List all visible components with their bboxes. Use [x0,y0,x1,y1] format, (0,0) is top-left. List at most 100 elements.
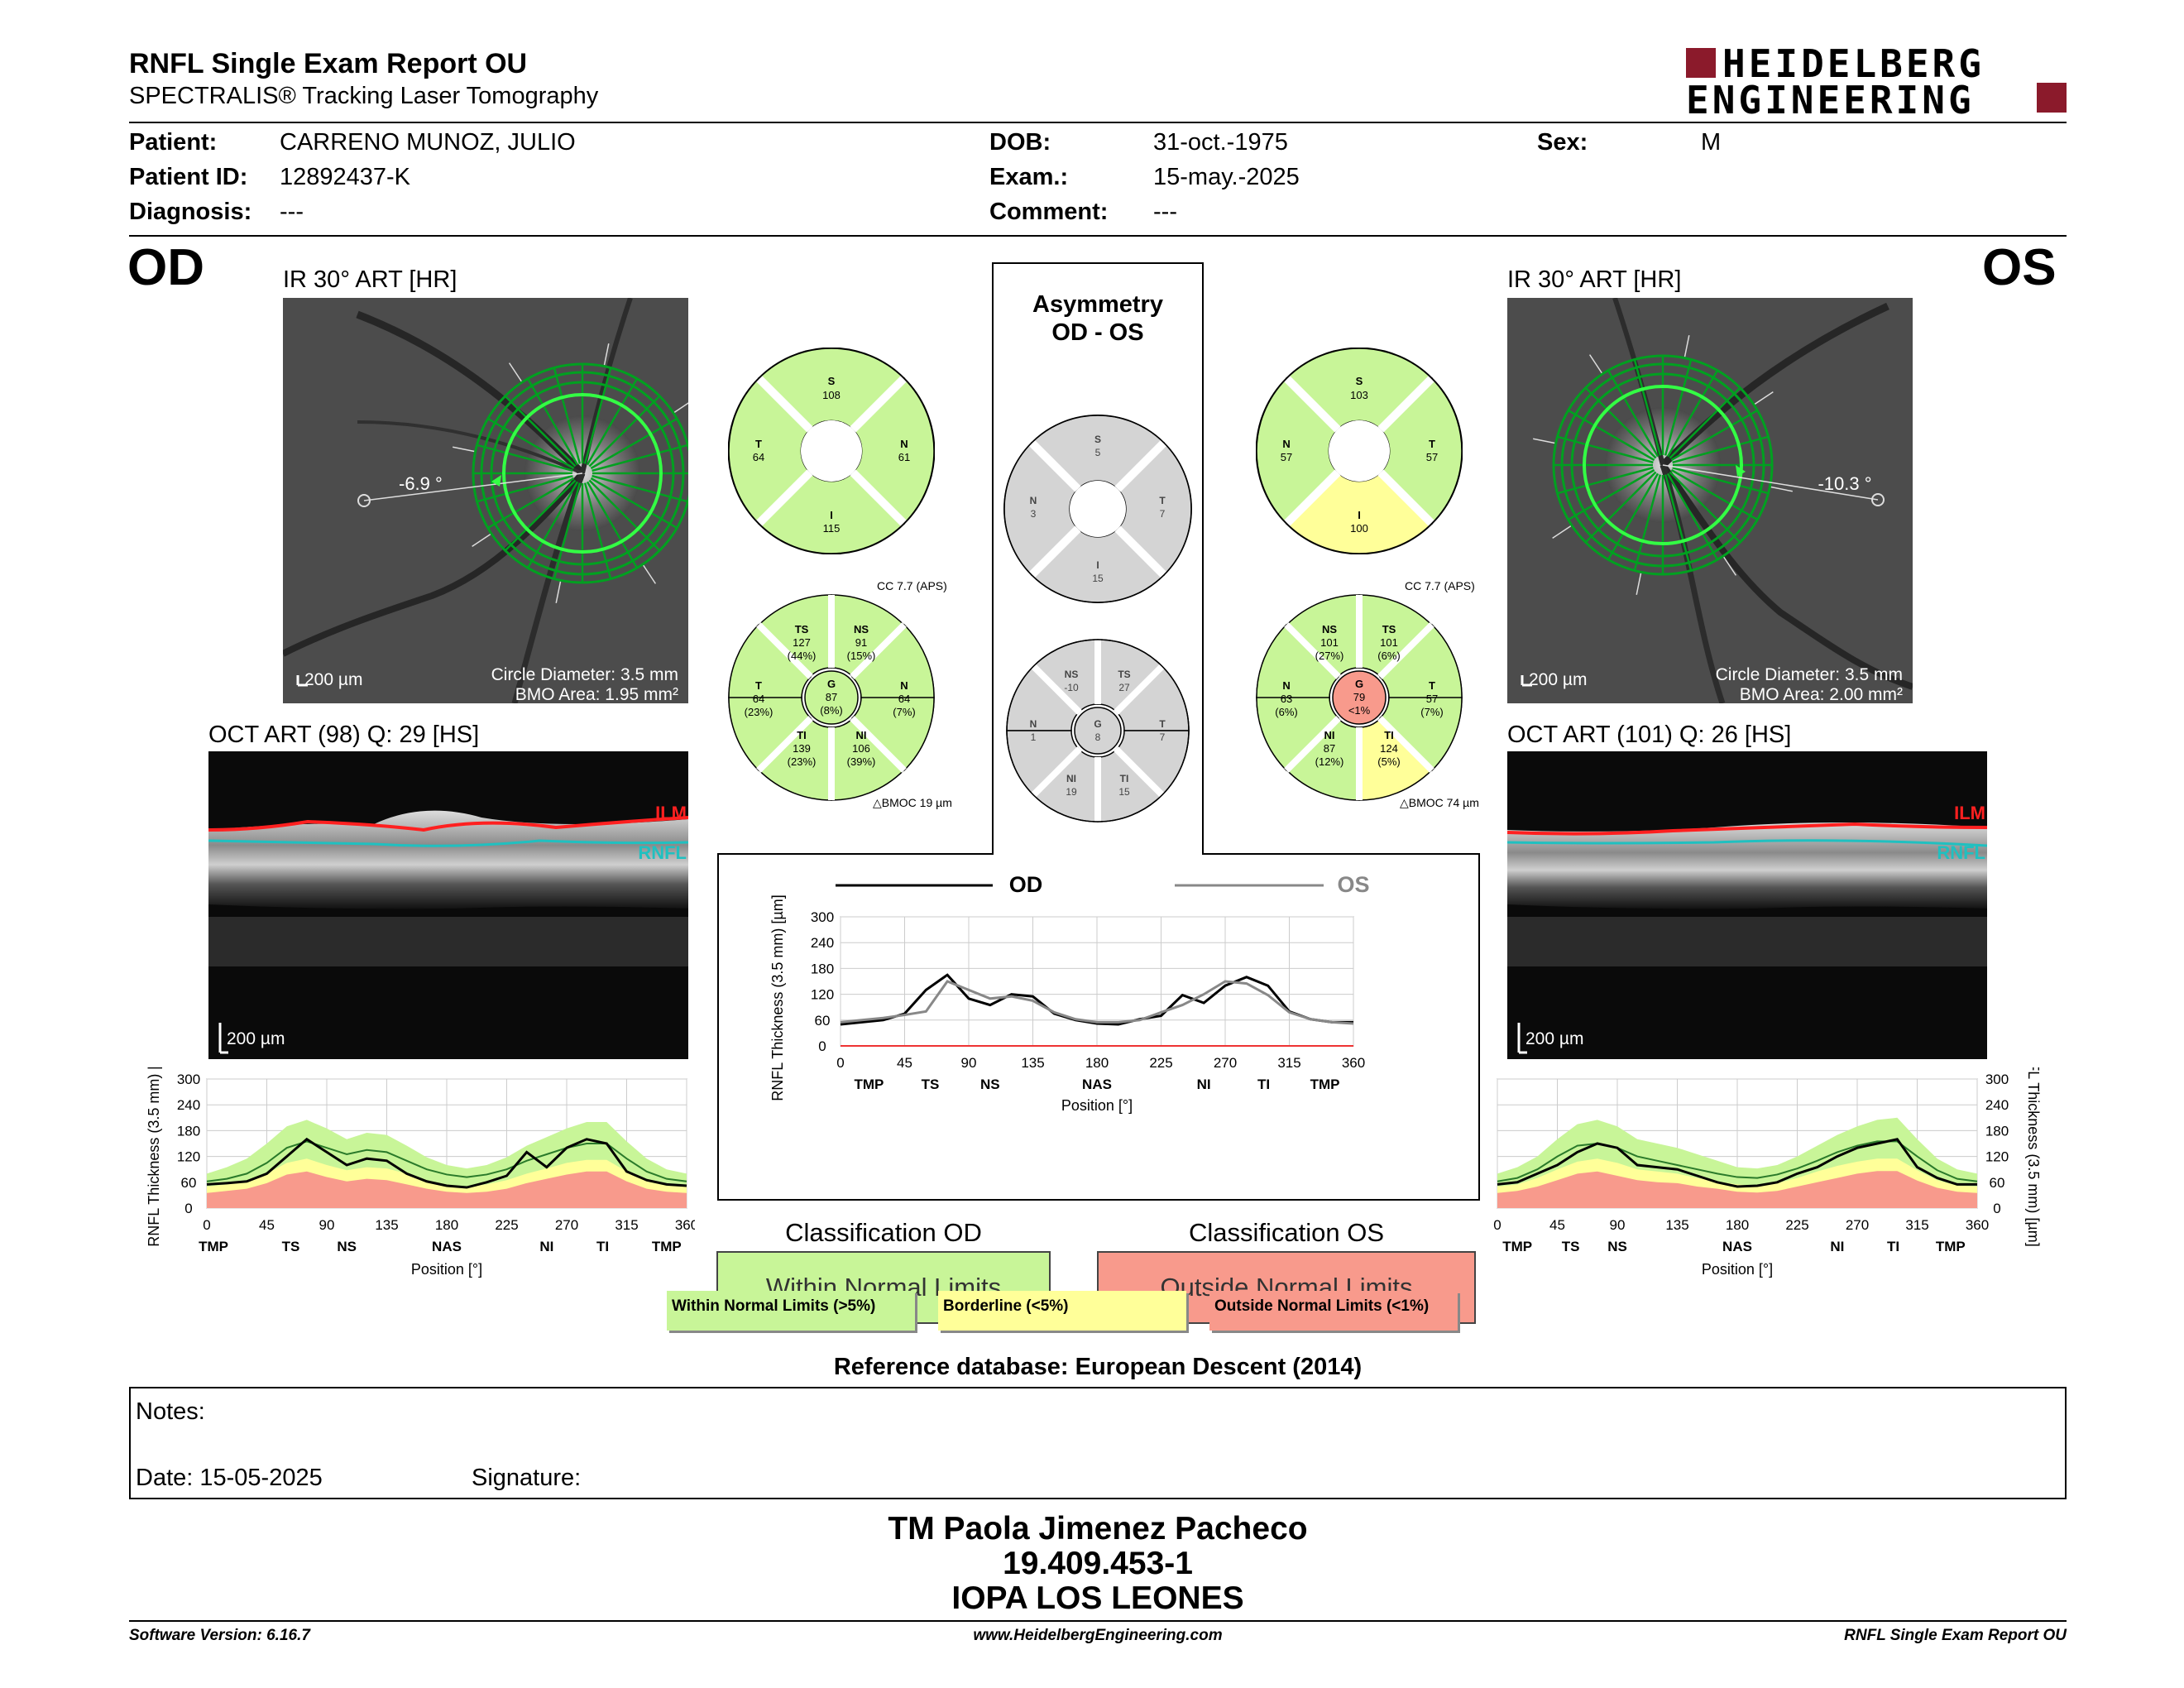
scan-tick-line [1770,486,1793,492]
y-tick-label: 180 [811,961,834,976]
od-g-value: 87 [826,691,837,703]
asym-quad-i-label: I [1096,559,1099,571]
os-ilm-label: ILM [1954,803,1985,823]
radial-scan-line [588,479,661,552]
od-sector-t [728,623,812,772]
x-tick-label: 0 [1493,1217,1501,1233]
radial-scan-line [1607,370,1660,458]
od-t-label: T [755,679,762,692]
x-tick-label: 270 [1846,1217,1869,1233]
od-orientation-arrow [491,475,501,487]
sex-label: Sex: [1537,129,1588,156]
od-ti-value: 139 [793,742,811,755]
os-quadrant-chart: S 103 N 57 T 57 I 100 [1256,348,1463,554]
os-choroid [1507,917,1987,966]
radial-scan-line [1584,471,1657,544]
od-fovea-line [363,472,583,501]
sector-label: TMP [1502,1239,1532,1254]
radial-scan-line [1607,472,1660,560]
os-scan-ring [1560,362,1765,568]
x-axis-label: Position [°] [1702,1261,1773,1278]
radial-scan-line [553,367,582,464]
sector-label: NAS [1722,1239,1752,1254]
od-quad-s-value: 108 [822,389,841,401]
measured-thickness-line [206,1137,687,1189]
date-value: 15-05-2025 [199,1465,323,1491]
os-angle-label: -10.3 ° [1818,473,1871,494]
od-n-label: N [900,679,908,692]
os-ni-label: NI [1324,729,1335,741]
x-tick-label: 90 [961,1055,977,1071]
od-ti-label: TI [797,729,807,741]
os-t-label: T [1429,679,1435,692]
y-tick-label: 60 [181,1175,197,1191]
sector-label: NI [1197,1077,1211,1092]
os-quad-n-value: 57 [1281,451,1292,463]
radial-scan-line [553,482,582,579]
comment-value: --- [1153,199,1177,225]
od-ns-value: 91 [855,636,867,649]
od-choroid [208,917,688,966]
patient-name: CARRENO MUNOZ, JULIO [280,129,576,156]
y-tick-label: 180 [1985,1123,2009,1139]
od-fundus-image: -6.9 ° 200 µm Circle Diameter: 3.5 mm BM… [283,298,688,703]
asym-sector-g [1074,707,1122,755]
classification-os-title: Classification OS [1188,1218,1385,1247]
od-eye-label: OD [127,239,204,296]
od-fundus-overlay: -6.9 ° 200 µm Circle Diameter: 3.5 mm BM… [283,298,688,703]
x-tick-label: 45 [1549,1217,1565,1233]
footer-divider [129,1620,2067,1622]
radial-scan-line [583,482,612,579]
os-ni-pct: (12%) [1315,755,1344,768]
report-subtitle: SPECTRALIS® Tracking Laser Tomography [129,83,599,109]
od-scan-lines [453,343,688,603]
radial-scan-line [487,477,575,530]
os-bmo-area: BMO Area: 2.00 mm² [1740,685,1903,703]
measured-thickness-line [1497,1138,1977,1188]
os-scale-label: 200 µm [1529,670,1587,689]
sector-label: TS [282,1239,300,1254]
asym-n-label: N [1030,718,1037,730]
radial-scan-line [487,417,575,470]
od-quad-s-label: S [828,375,836,387]
od-retina-layers [208,810,688,909]
radial-scan-line [588,395,661,468]
x-tick-label: 135 [375,1217,398,1233]
sector-label: TI [1257,1077,1270,1092]
os-t-value: 57 [1426,693,1438,705]
report-name-footer: RNFL Single Exam Report OU [1844,1627,2067,1644]
od-n-pct: (7%) [893,706,915,718]
scan-tick-line [508,362,523,383]
od-sector-g [804,670,859,725]
od-fovea-marker [357,494,371,507]
radial-scan-line [586,378,639,466]
od-oct-image: ILM RNFL 200 µm [208,751,688,1059]
scan-tick-line [603,343,610,367]
radial-scan-line [1672,435,1769,464]
x-tick-label: 135 [1665,1217,1688,1233]
od-quad-i-label: I [830,509,833,521]
x-tick-label: 135 [1021,1055,1044,1071]
os-t-pct: (7%) [1420,706,1443,718]
radial-scan-line [1664,359,1693,456]
os-ir-title: IR 30° ART [HR] [1507,266,1682,293]
os-scan-ring [1570,372,1755,558]
od-sector-chart: TS 127 (44%) NS 91 (15%) T 64 (23%) G 87… [728,594,935,801]
x-tick-label: 315 [1905,1217,1928,1233]
sector-label: NS [337,1239,357,1254]
legend-borderline: Borderline (<5%) [938,1291,1186,1331]
asym-ns-label: NS [1065,669,1079,680]
x-tick-label: 270 [555,1217,578,1233]
comment-label: Comment: [989,199,1109,225]
asym-quad-t-value: 7 [1160,508,1166,520]
os-cc-label: CC 7.7 (APS) [1405,579,1475,592]
sector-label: TS [922,1077,940,1092]
os-g-pct: <1% [1348,704,1371,717]
os-fundus-overlay: -10.3 ° 200 µm Circle Diameter: 3.5 mm B… [1507,298,1913,703]
date-label-text: Date: [136,1465,194,1491]
asym-ti-value: 15 [1118,786,1130,798]
x-tick-label: 45 [897,1055,912,1071]
y-tick-label: 120 [1985,1149,2009,1165]
x-tick-label: 315 [615,1217,638,1233]
